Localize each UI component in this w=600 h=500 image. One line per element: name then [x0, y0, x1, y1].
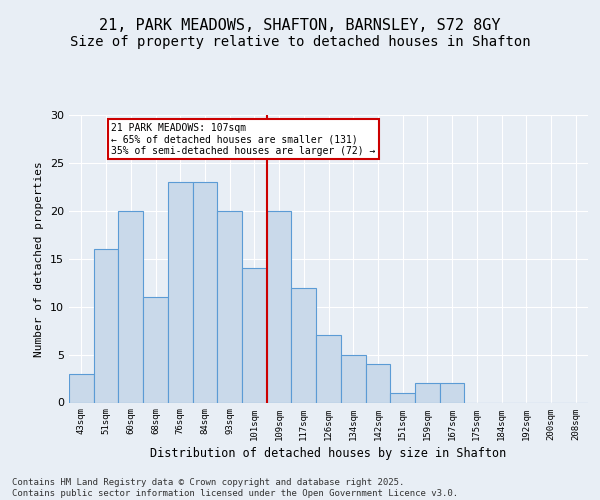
- Bar: [292, 288, 316, 403]
- Y-axis label: Number of detached properties: Number of detached properties: [34, 161, 44, 356]
- Text: 21, PARK MEADOWS, SHAFTON, BARNSLEY, S72 8GY: 21, PARK MEADOWS, SHAFTON, BARNSLEY, S72…: [99, 18, 501, 32]
- Bar: [193, 182, 217, 402]
- Bar: [341, 354, 365, 403]
- Bar: [365, 364, 390, 403]
- Text: 21 PARK MEADOWS: 107sqm
← 65% of detached houses are smaller (131)
35% of semi-d: 21 PARK MEADOWS: 107sqm ← 65% of detache…: [111, 122, 376, 156]
- Text: Contains HM Land Registry data © Crown copyright and database right 2025.
Contai: Contains HM Land Registry data © Crown c…: [12, 478, 458, 498]
- Bar: [267, 211, 292, 402]
- Bar: [415, 384, 440, 402]
- Bar: [118, 211, 143, 402]
- Bar: [69, 374, 94, 402]
- Bar: [94, 249, 118, 402]
- Bar: [168, 182, 193, 402]
- Bar: [143, 297, 168, 403]
- Text: Size of property relative to detached houses in Shafton: Size of property relative to detached ho…: [70, 35, 530, 49]
- Bar: [217, 211, 242, 402]
- Bar: [440, 384, 464, 402]
- Bar: [316, 336, 341, 402]
- X-axis label: Distribution of detached houses by size in Shafton: Distribution of detached houses by size …: [151, 446, 506, 460]
- Bar: [242, 268, 267, 402]
- Bar: [390, 393, 415, 402]
